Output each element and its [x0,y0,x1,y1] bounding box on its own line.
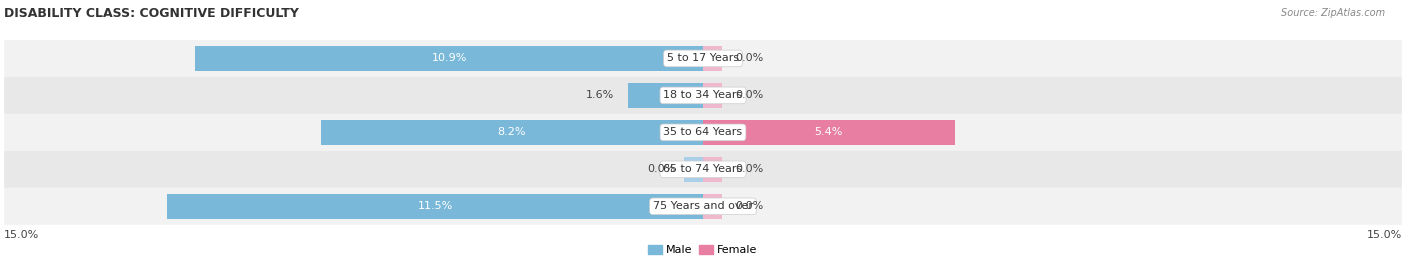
FancyBboxPatch shape [4,151,1402,188]
Text: 5 to 17 Years: 5 to 17 Years [666,54,740,63]
Bar [167,194,703,219]
Text: 18 to 34 Years: 18 to 34 Years [664,90,742,100]
Bar [703,120,955,145]
Bar [703,46,721,71]
FancyBboxPatch shape [4,77,1402,114]
Text: 8.2%: 8.2% [498,128,526,137]
Text: 11.5%: 11.5% [418,201,453,211]
Bar [703,83,721,108]
Bar [195,46,703,71]
Text: 5.4%: 5.4% [814,128,844,137]
Text: 75 Years and over: 75 Years and over [652,201,754,211]
Bar [703,157,721,182]
Text: 10.9%: 10.9% [432,54,467,63]
Legend: Male, Female: Male, Female [644,240,762,260]
Text: Source: ZipAtlas.com: Source: ZipAtlas.com [1281,8,1385,18]
FancyBboxPatch shape [4,114,1402,151]
Bar [628,83,703,108]
Text: 15.0%: 15.0% [1367,230,1402,240]
Text: 0.0%: 0.0% [735,201,763,211]
Bar [703,194,721,219]
Text: 65 to 74 Years: 65 to 74 Years [664,164,742,174]
Bar [321,120,703,145]
Text: 1.6%: 1.6% [586,90,614,100]
Text: 0.0%: 0.0% [735,54,763,63]
Text: 0.0%: 0.0% [735,164,763,174]
Text: DISABILITY CLASS: COGNITIVE DIFFICULTY: DISABILITY CLASS: COGNITIVE DIFFICULTY [4,7,299,20]
Text: 0.0%: 0.0% [647,164,675,174]
Text: 35 to 64 Years: 35 to 64 Years [664,128,742,137]
Text: 15.0%: 15.0% [4,230,39,240]
Text: 0.0%: 0.0% [735,90,763,100]
FancyBboxPatch shape [4,188,1402,225]
Bar [685,157,703,182]
FancyBboxPatch shape [4,40,1402,77]
